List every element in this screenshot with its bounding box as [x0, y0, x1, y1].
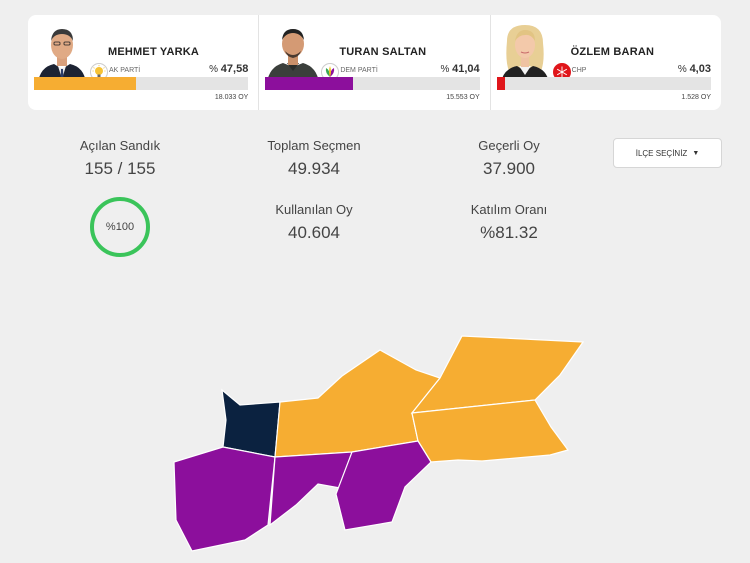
map-region-northeast[interactable]	[410, 335, 585, 414]
vote-bar-fill	[265, 77, 354, 90]
district-select-dropdown[interactable]: İLÇE SEÇİNİZ ▼	[613, 138, 722, 168]
turnout-label: Katılım Oranı	[470, 202, 548, 217]
candidate-name: ÖZLEM BARAN	[570, 46, 655, 58]
vote-bar-fill	[34, 77, 136, 90]
candidate-card-1[interactable]: MEHMET YARKA AK PARTİ % 47,58 18.033 OY	[28, 15, 260, 110]
turnout-value: %81.32	[480, 223, 538, 242]
vote-percentage: % 41,04	[440, 63, 480, 75]
valid-votes-stat: Geçerli Oy 37.900	[439, 138, 579, 179]
opened-boxes-label: Açılan Sandık	[79, 138, 161, 153]
vote-bar	[34, 77, 249, 90]
chp-six-arrows-icon	[552, 63, 571, 81]
used-votes-value: 40.604	[288, 223, 340, 242]
candidate-card-2[interactable]: TURAN SALTAN DEM PARTİ % 41,04 15.553 OY	[259, 15, 491, 110]
total-voters-label: Toplam Seçmen	[267, 138, 361, 153]
map-region-west[interactable]	[173, 446, 276, 552]
vote-percentage: % 47,58	[209, 63, 249, 75]
used-votes-stat: Kullanılan Oy 40.604	[244, 202, 384, 243]
party-name: AK PARTİ	[109, 67, 141, 74]
party-name: CHP	[571, 67, 587, 74]
candidate-name: TURAN SALTAN	[339, 46, 427, 58]
vote-count: 15.553 OY	[446, 94, 480, 101]
candidate-name: MEHMET YARKA	[108, 46, 200, 58]
vote-count: 1.528 OY	[681, 94, 711, 101]
vote-bar	[496, 77, 711, 90]
candidate-photo	[265, 21, 322, 83]
vote-bar	[265, 77, 480, 90]
counting-progress-gauge: %100	[90, 197, 150, 257]
used-votes-label: Kullanılan Oy	[275, 202, 353, 217]
candidate-card-3[interactable]: ÖZLEM BARAN CHP % 4,03 1.528 OY	[491, 15, 721, 110]
valid-votes-label: Geçerli Oy	[478, 138, 540, 153]
vote-percentage: % 4,03	[677, 63, 711, 75]
dem-parti-leaf-icon	[321, 63, 340, 81]
opened-boxes-stat: Açılan Sandık 155 / 155	[50, 138, 190, 179]
opened-boxes-value: 155 / 155	[84, 159, 156, 178]
total-voters-value: 49.934	[288, 159, 340, 178]
party-name: DEM PARTİ	[340, 67, 378, 74]
caret-down-icon: ▼	[692, 149, 700, 157]
candidate-cards: MEHMET YARKA AK PARTİ % 47,58 18.033 OY	[28, 15, 721, 110]
vote-bar-fill	[496, 77, 506, 90]
turnout-stat: Katılım Oranı %81.32	[439, 202, 579, 243]
map-region-northwest[interactable]	[221, 388, 281, 458]
total-voters-stat: Toplam Seçmen 49.934	[244, 138, 384, 179]
candidate-photo	[34, 21, 90, 83]
district-select-label: İLÇE SEÇİNİZ	[635, 148, 688, 158]
map-region-southeast[interactable]	[335, 440, 432, 531]
valid-votes-value: 37.900	[483, 159, 535, 178]
vote-count: 18.033 OY	[214, 94, 249, 101]
